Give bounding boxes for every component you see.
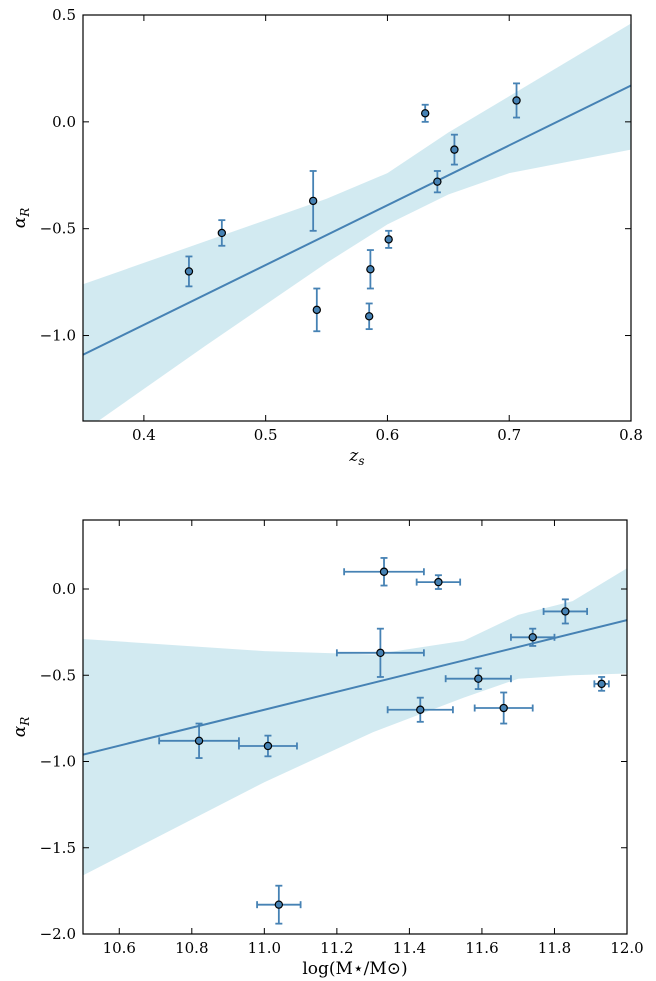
data-point-5 [416, 705, 425, 714]
x-tick-label-5: 11.6 [465, 939, 498, 957]
data-point-7 [474, 674, 483, 683]
x-tick-label-4: 0.8 [619, 426, 643, 444]
data-point-8 [433, 177, 442, 186]
data-point-7 [420, 109, 430, 118]
data-point-1 [217, 228, 227, 238]
y-axis-label-group: αR [10, 717, 32, 738]
plot-area [83, 568, 627, 876]
confidence-band [83, 568, 627, 876]
data-point-0 [184, 267, 194, 276]
x-tick-label-2: 0.6 [376, 426, 400, 444]
x-tick-label-3: 11.2 [320, 939, 353, 957]
x-tick-label-4: 11.4 [393, 939, 426, 957]
data-point-4 [364, 312, 374, 321]
data-point-11 [597, 679, 606, 689]
data-point-4 [379, 567, 389, 576]
data-point-2 [274, 900, 284, 909]
y-tick-label-0: −2.0 [40, 925, 76, 943]
data-point-10 [512, 96, 521, 105]
chart-bottom-mass: 10.6 10.8 11.0 11.2 11.4 11.6 11.8 12.0 −2.0 −1.5… [10, 519, 644, 979]
y-tick-label-1: −0.5 [40, 220, 76, 238]
data-point-2 [308, 196, 318, 206]
x-tick-label-1: 10.8 [175, 939, 208, 957]
confidence-band [83, 23, 631, 421]
plot-area [83, 23, 631, 421]
y-axis-label-group: αR [10, 208, 32, 229]
data-point-9 [450, 145, 459, 154]
y-tick-label-3: −0.5 [40, 666, 76, 684]
data-point-6 [434, 577, 443, 587]
x-tick-label-2: 11.0 [248, 939, 281, 957]
y-tick-label-0: −1.0 [40, 327, 76, 345]
fit-line [83, 619, 627, 756]
x-axis-label: zs [348, 446, 364, 468]
x-tick-label-6: 11.8 [538, 939, 571, 957]
data-point-10 [561, 607, 570, 616]
plot-frame [82, 519, 628, 935]
y-tick-label-4: 0.0 [52, 580, 76, 598]
x-tick-label-7: 12.0 [610, 939, 643, 957]
data-point-0 [194, 736, 204, 746]
data-point-1 [263, 741, 273, 751]
data-point-9 [528, 633, 537, 642]
chart-top-zs: 0.4 0.5 0.6 0.7 0.8 −1.0 −0.5 0.0 0.5 αR zs [10, 6, 643, 468]
x-tick-label-0: 10.6 [103, 939, 136, 957]
x-tick-label-3: 0.7 [497, 426, 521, 444]
data-point-6 [384, 235, 393, 244]
y-axis-label: αR [10, 717, 32, 738]
data-point-3 [376, 648, 385, 658]
fit-line [83, 84, 631, 356]
y-tick-label-2: −1.0 [40, 753, 76, 771]
data-point-8 [499, 703, 508, 713]
plot-frame [82, 14, 632, 422]
data-point-3 [312, 305, 322, 315]
y-tick-label-2: 0.0 [52, 113, 76, 131]
x-axis-label: log(M⋆/M⊙) [302, 959, 407, 979]
y-tick-label-3: 0.5 [52, 6, 76, 24]
y-axis-label: αR [10, 208, 32, 229]
x-tick-label-1: 0.5 [254, 426, 278, 444]
data-point-5 [366, 265, 375, 274]
y-tick-label-1: −1.5 [40, 839, 76, 857]
x-tick-label-0: 0.4 [132, 426, 156, 444]
